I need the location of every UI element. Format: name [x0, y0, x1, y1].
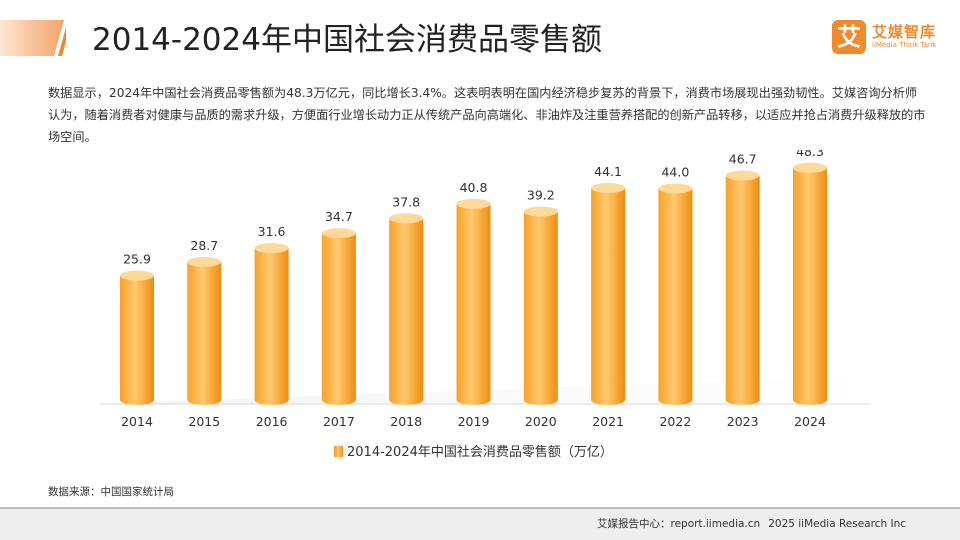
bar-body	[321, 233, 356, 400]
x-tick-label: 2016	[256, 414, 288, 429]
page-title: 2014-2024年中国社会消费品零售额	[92, 22, 602, 58]
bar-base	[187, 395, 222, 405]
value-label: 25.9	[123, 251, 151, 266]
bar-2016	[254, 243, 289, 405]
bar-base	[658, 395, 693, 405]
value-label: 46.7	[729, 151, 757, 166]
bar-chart: 25.9 28.7 31.6 34.7 37.8 40.8 39.2 44.1 44.0 46.7…	[100, 150, 870, 429]
bar-body	[793, 167, 827, 400]
value-label: 28.7	[190, 238, 218, 253]
bar-2020	[523, 206, 558, 405]
bar-top	[456, 198, 491, 209]
bar-2018	[389, 213, 424, 405]
bar-body	[254, 248, 289, 400]
bar-body	[456, 203, 491, 400]
logo-mark: 艾	[832, 20, 866, 54]
x-tick-label: 2019	[458, 414, 490, 429]
bar-body	[389, 218, 424, 400]
chart-legend: 2014-2024年中国社会消费品零售额（万亿）	[334, 444, 613, 462]
bar-base	[591, 395, 626, 405]
value-label: 44.1	[594, 164, 622, 179]
bar-series	[120, 162, 827, 405]
value-label: 31.6	[258, 224, 286, 239]
legend-swatch	[334, 446, 343, 457]
bar-2023	[725, 170, 760, 405]
bar-2024	[793, 162, 827, 405]
value-label: 40.8	[460, 180, 488, 195]
bar-base	[793, 395, 827, 405]
bar-body	[523, 211, 558, 400]
footer-copyright: 2025 iiMedia Research Inc	[768, 518, 906, 530]
value-labels: 25.9 28.7 31.6 34.7 37.8 40.8 39.2 44.1 44.0 46.7…	[123, 150, 824, 266]
value-label: 34.7	[325, 209, 353, 224]
x-tick-label: 2017	[323, 414, 355, 429]
x-tick-label: 2024	[794, 414, 826, 429]
bar-top	[793, 162, 827, 173]
value-label: 39.2	[527, 188, 555, 203]
legend-label: 2014-2024年中国社会消费品零售额（万亿）	[347, 445, 613, 460]
bar-top	[187, 257, 222, 268]
bar-2014	[120, 270, 154, 405]
bar-2015	[187, 257, 222, 405]
bar-base	[254, 395, 289, 405]
bar-top	[523, 206, 558, 217]
bar-2017	[321, 228, 356, 405]
bar-base	[120, 395, 154, 405]
bar-top	[725, 170, 760, 181]
x-tick-label: 2023	[727, 414, 759, 429]
value-label: 48.3	[796, 150, 824, 159]
bar-top	[321, 228, 356, 239]
bar-body	[591, 187, 626, 400]
footer-divider	[0, 507, 960, 509]
bar-top	[658, 183, 693, 194]
x-tick-label: 2021	[592, 414, 624, 429]
brand-logo: 艾 艾媒智库 iiMedia Think Tank	[832, 20, 950, 56]
bar-top	[120, 270, 154, 281]
bar-base	[321, 395, 356, 405]
bar-base	[456, 395, 491, 405]
footer: 艾媒报告中心：report.iimedia.cn 2025 iiMedia Res…	[597, 516, 906, 531]
x-tick-label: 2014	[121, 414, 153, 429]
description-text: 数据显示，2024年中国社会消费品零售额为48.3万亿元，同比增长3.4%。这表…	[48, 86, 926, 144]
x-tick-label: 2022	[659, 414, 691, 429]
value-label: 37.8	[392, 194, 420, 209]
bar-top	[591, 182, 626, 193]
bar-body	[658, 188, 693, 400]
bar-top	[254, 243, 289, 254]
x-axis-ticks: 2014 2015 2016 2017 2018 2019 2020 2021 2022 2023…	[121, 414, 826, 429]
bar-2021	[591, 182, 626, 405]
footer-report-link[interactable]: 艾媒报告中心：report.iimedia.cn	[596, 518, 761, 530]
data-source: 数据来源：中国国家统计局	[48, 486, 174, 498]
bar-top	[389, 213, 424, 224]
x-tick-label: 2015	[188, 414, 220, 429]
value-label: 44.0	[661, 164, 689, 179]
footer-band	[0, 507, 960, 540]
bar-2022	[658, 183, 693, 405]
bar-base	[523, 395, 558, 405]
header-accent-stripe	[0, 20, 66, 56]
bar-body	[187, 262, 222, 400]
x-tick-label: 2018	[390, 414, 422, 429]
bar-base	[725, 395, 760, 405]
bar-2019	[456, 198, 491, 405]
bar-body	[725, 175, 760, 400]
x-tick-label: 2020	[525, 414, 557, 429]
bar-base	[389, 395, 424, 405]
bar-body	[120, 275, 154, 400]
logo-name: 艾媒智库	[872, 23, 937, 41]
logo-subtitle: iiMedia Think Tank	[872, 41, 937, 49]
